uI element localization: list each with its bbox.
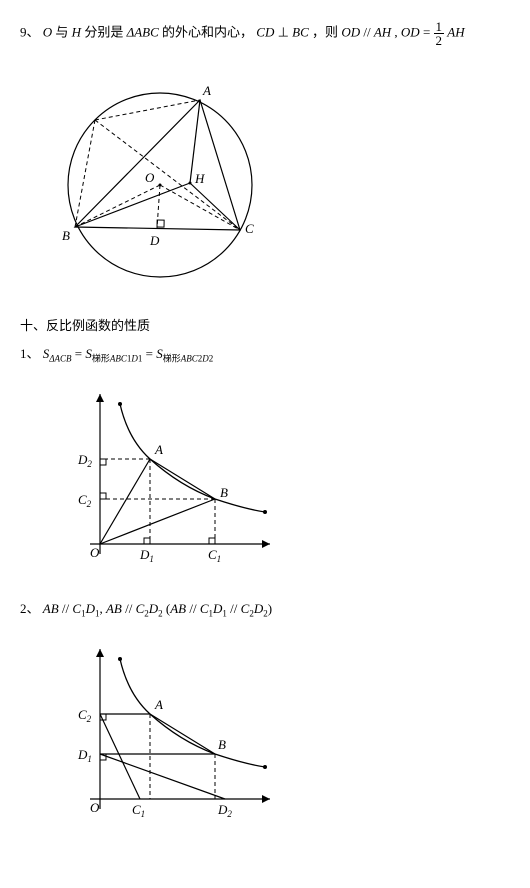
f102-C2: C2 xyxy=(78,707,92,724)
problem-9-text: 9、 O 与 H 分别是 ΔABC 的外心和内心， CD ⊥ BC ，则 OD … xyxy=(20,20,510,47)
p9-n: , xyxy=(394,24,397,39)
p9-frac-num: 1 xyxy=(434,20,445,34)
f101-D1: D1 xyxy=(139,547,154,564)
p9-b: 与 xyxy=(55,24,68,39)
p101-eq1: = xyxy=(75,346,82,361)
f101-A: A xyxy=(154,442,163,457)
p101-sub1: ΔACB xyxy=(49,354,71,364)
p9-j: ，则 xyxy=(312,24,338,39)
p102-num: 2、 xyxy=(20,601,40,616)
f102-O: O xyxy=(90,800,100,815)
p9-frac: 1 2 xyxy=(434,20,445,47)
p9-q: AH xyxy=(447,24,464,39)
p9-c: H xyxy=(72,24,81,39)
p9-g: CD xyxy=(256,24,274,39)
figure-10-1: O A B D2 C2 D1 C1 xyxy=(50,384,510,574)
problem-10-1-text: 1、 SΔACB = S梯形ABC1D1 = S梯形ABC2D2 xyxy=(20,344,510,366)
f102-C1: C1 xyxy=(132,802,145,819)
f101-C1: C1 xyxy=(208,547,221,564)
f101-D2: D2 xyxy=(77,452,92,469)
p9-d: 分别是 xyxy=(84,24,123,39)
figure-10-2: O A B C2 D1 C1 D2 xyxy=(50,639,510,829)
p9-o: OD xyxy=(401,24,420,39)
p9-e: ΔABC xyxy=(127,24,159,39)
p101-num: 1、 xyxy=(20,346,40,361)
fig9-B: B xyxy=(62,228,70,243)
fig9-D: D xyxy=(149,233,160,248)
f102-A: A xyxy=(154,697,163,712)
p101-sub2: 梯形ABC1D1 xyxy=(92,354,143,364)
fig9-H: H xyxy=(194,171,205,186)
fig9-O: O xyxy=(145,170,155,185)
figure-9: A B C D O H xyxy=(50,65,510,285)
p9-i: BC xyxy=(292,24,309,39)
p9-h: ⊥ xyxy=(278,24,289,39)
p9-k: OD xyxy=(341,24,360,39)
problem-10-2-text: 2、 AB // C1D1, AB // C2D2 (AB // C1D1 //… xyxy=(20,599,510,621)
p9-p: = xyxy=(423,24,430,39)
f101-C2: C2 xyxy=(78,492,92,509)
p9-frac-den: 2 xyxy=(434,34,445,47)
fig9-C: C xyxy=(245,221,254,236)
p9-a: O xyxy=(43,24,52,39)
p101-sub3: 梯形ABC2D2 xyxy=(163,354,214,364)
p9-m: AH xyxy=(374,24,391,39)
f101-O: O xyxy=(90,545,100,560)
p101-eq2: = xyxy=(146,346,153,361)
fig9-A: A xyxy=(202,83,211,98)
f102-B: B xyxy=(218,737,226,752)
f102-D1: D1 xyxy=(77,747,92,764)
p9-l: // xyxy=(363,24,370,39)
f102-D2: D2 xyxy=(217,802,232,819)
p9-num: 9、 xyxy=(20,24,40,39)
f101-B: B xyxy=(220,485,228,500)
section-10-title: 十、反比例函数的性质 xyxy=(20,315,510,334)
p9-f: 的外心和内心， xyxy=(162,24,253,39)
